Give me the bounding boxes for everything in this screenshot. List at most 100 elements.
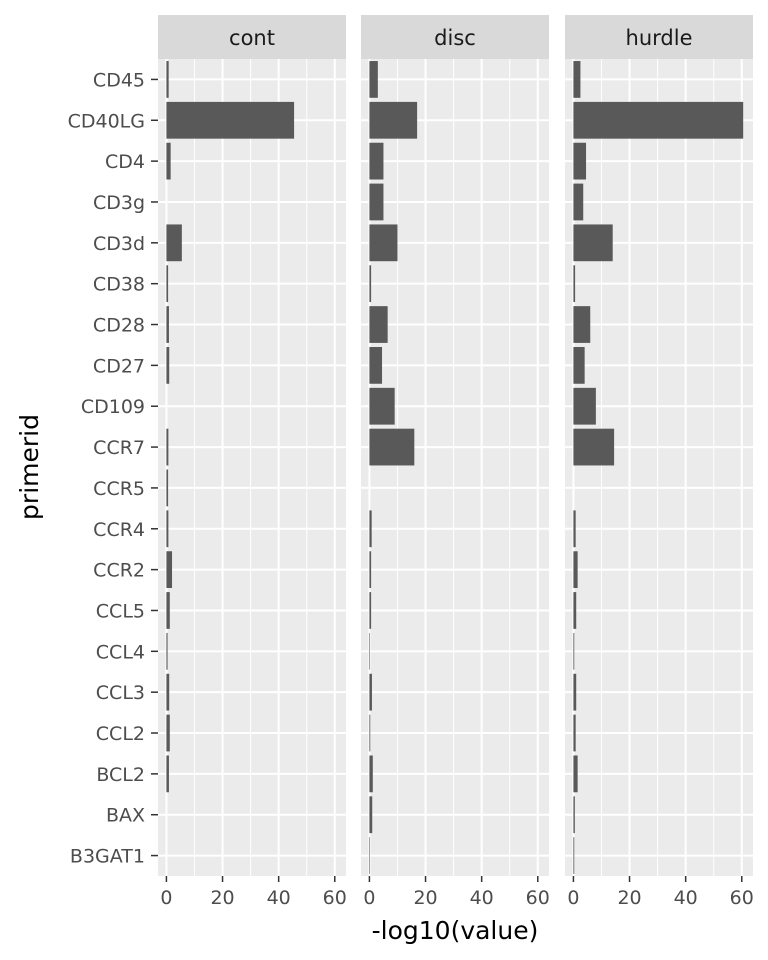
panel-background [158, 59, 346, 876]
bar-disc-CCL5 [369, 592, 372, 629]
facet-strip-label: hurdle [626, 26, 693, 50]
facet-strip-label: disc [434, 26, 476, 50]
y-tick-label: BCL2 [96, 764, 145, 786]
x-tick-label: 60 [730, 887, 754, 909]
facet-panel-hurdle: hurdle 0 20 40 60 [565, 15, 754, 909]
y-axis-title: primerid [15, 414, 44, 520]
y-tick-label: BAX [106, 805, 145, 827]
y-tick-label: CD40LG [68, 110, 145, 132]
x-tick-label: 60 [323, 887, 347, 909]
x-tick-label: 40 [267, 887, 291, 909]
panel-background [361, 59, 549, 876]
y-tick-label: CCL4 [96, 641, 145, 663]
bar-disc-CD4 [369, 142, 384, 180]
bar-hurdle-CCR2 [573, 551, 578, 589]
x-tick-label: 20 [210, 887, 234, 909]
y-tick-label: CCR2 [93, 560, 145, 582]
bar-hurdle-CD40LG [573, 101, 744, 139]
y-tick-label: CD3d [93, 233, 145, 255]
bar-hurdle-CCL2 [573, 714, 576, 752]
bar-cont-CD28 [166, 306, 169, 343]
bar-cont-CCL5 [166, 592, 170, 629]
bar-disc-CD28 [369, 306, 388, 343]
bar-cont-CCR5 [166, 469, 169, 507]
bar-hurdle-CD109 [573, 387, 596, 425]
x-tick-label: 20 [413, 887, 437, 909]
bar-cont-CD4 [166, 142, 171, 180]
y-tick-label: CD4 [105, 151, 145, 173]
bar-disc-BCL2 [369, 755, 373, 793]
bar-hurdle-CD4 [573, 142, 587, 180]
facet-strip-label: cont [229, 26, 275, 50]
bar-disc-CD27 [369, 346, 383, 384]
bar-cont-CD38 [166, 265, 169, 303]
y-tick-label: CD109 [81, 396, 145, 418]
bar-hurdle-CCL4 [573, 632, 575, 670]
bar-hurdle-CCL3 [573, 673, 577, 711]
bar-disc-CCL2 [369, 714, 371, 752]
facet-strip [565, 15, 753, 59]
bar-hurdle-CD38 [573, 265, 576, 303]
bar-disc-CD109 [369, 387, 395, 425]
bar-cont-CCL3 [166, 673, 170, 711]
bar-disc-CCR4 [369, 510, 372, 548]
bar-cont-CCR7 [166, 428, 169, 466]
y-tick-label: CCL2 [96, 723, 145, 745]
y-tick-label: CCR4 [93, 519, 145, 541]
bar-cont-CD45 [166, 61, 169, 98]
bar-disc-CCL4 [369, 632, 370, 670]
bar-hurdle-CD3d [573, 224, 613, 262]
bar-cont-CCL2 [166, 714, 170, 752]
bar-cont-CD40LG [166, 101, 295, 139]
x-tick-label: 0 [160, 887, 172, 909]
bar-hurdle-CD27 [573, 346, 585, 384]
bar-hurdle-B3GAT1 [573, 837, 575, 874]
bar-hurdle-BAX [573, 796, 575, 834]
panel-background [565, 59, 753, 876]
bar-disc-CD3d [369, 224, 398, 262]
x-axis-title: -log10(value) [372, 916, 539, 945]
y-tick-label: CCR7 [93, 437, 145, 459]
bar-disc-CCR2 [369, 551, 372, 589]
y-tick-label: CD28 [93, 315, 145, 337]
facet-panels: cont 0 20 40 60 disc 0 20 40 60 hurdle 0 20 40 60 [158, 15, 754, 909]
x-tick-label: 0 [363, 887, 375, 909]
bar-cont-CD27 [166, 346, 170, 384]
facet-panel-disc: disc 0 20 40 60 [361, 15, 550, 909]
bar-cont-CCR2 [166, 551, 173, 589]
bar-hurdle-CD3g [573, 183, 584, 221]
y-tick-label: CCR5 [93, 478, 145, 500]
facet-strip [361, 15, 549, 59]
y-tick-label: CD38 [93, 274, 145, 296]
facet-strip [158, 15, 346, 59]
y-tick-label: CD3g [93, 192, 145, 214]
bar-disc-B3GAT1 [369, 837, 370, 874]
y-tick-label: CD45 [93, 69, 145, 91]
y-tick-label: CD27 [93, 355, 145, 377]
x-tick-label: 40 [674, 887, 698, 909]
bar-hurdle-CD28 [573, 306, 591, 343]
x-tick-label: 0 [567, 887, 579, 909]
y-tick-label: CCL5 [96, 600, 145, 622]
bar-cont-CD3d [166, 224, 182, 262]
bar-cont-BCL2 [166, 755, 169, 793]
bar-hurdle-BCL2 [573, 755, 578, 793]
bar-disc-BAX [369, 796, 373, 834]
x-tick-label: 20 [617, 887, 641, 909]
bar-hurdle-CCR4 [573, 510, 576, 548]
facet-panel-cont: cont 0 20 40 60 [158, 15, 347, 909]
bar-hurdle-CCL5 [573, 592, 577, 629]
bar-disc-CD3g [369, 183, 384, 221]
bar-disc-CCR7 [369, 428, 415, 466]
bar-disc-CD45 [369, 61, 378, 98]
x-tick-label: 40 [470, 887, 494, 909]
bar-hurdle-CD45 [573, 61, 581, 98]
y-tick-label: B3GAT1 [70, 846, 145, 868]
bar-hurdle-CCR7 [573, 428, 615, 466]
y-axis-tick-labels: CD45 CD40LG CD4 CD3g CD3d CD38 CD28 CD27 CD109 CC… [68, 69, 158, 868]
bar-disc-CD38 [369, 265, 372, 303]
bar-cont-CCR4 [166, 510, 169, 548]
bar-cont-CCL4 [166, 632, 168, 670]
y-tick-label: CCL3 [96, 682, 145, 704]
